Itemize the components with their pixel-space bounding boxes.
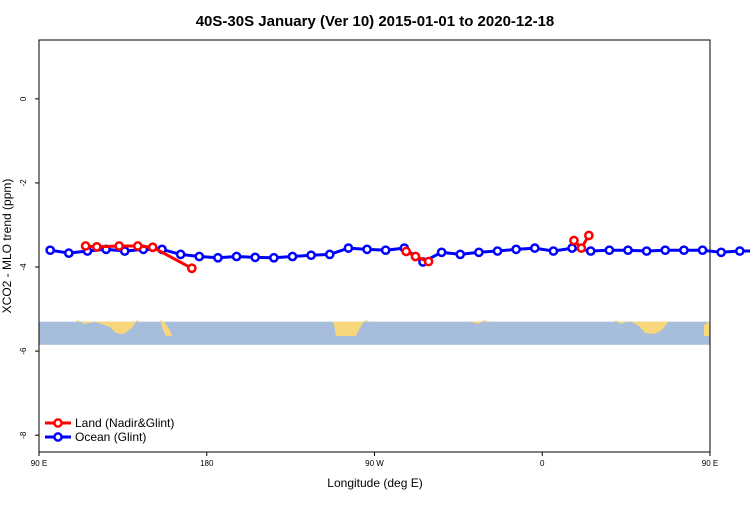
ocean-point [623, 245, 633, 256]
land-point [410, 251, 421, 262]
y-tick-label: -8 [19, 431, 28, 439]
chart-title: 40S-30S January (Ver 10) 2015-01-01 to 2… [196, 13, 555, 30]
land-point [583, 230, 594, 241]
x-tick-label: 90 W [365, 459, 384, 468]
ocean-point [231, 251, 242, 262]
new-zealand-shape [160, 320, 172, 336]
ocean-point [380, 245, 391, 256]
ocean-band [39, 321, 710, 345]
x-tick-label: 180 [200, 459, 214, 468]
ocean-point [548, 246, 559, 256]
x-tick-label: 90 E [31, 459, 47, 468]
ocean-point [716, 247, 727, 258]
legend: Land (Nadir&Glint)Ocean (Glint) [45, 416, 174, 444]
land-point [91, 241, 102, 252]
axes: 90 E 180 90 W 0 90 E 0 -2 -4 -6 -8 [19, 96, 718, 468]
legend-land-marker [53, 418, 63, 428]
legend-ocean-label: Ocean (Glint) [75, 430, 146, 444]
land-point [576, 243, 587, 253]
ocean-point [679, 245, 689, 256]
ocean-point [175, 249, 186, 260]
ocean-point [529, 243, 540, 253]
ocean-point [585, 246, 596, 256]
south-africa-shape [468, 320, 490, 324]
y-tick-label: -6 [19, 347, 28, 355]
ocean-point [45, 245, 56, 256]
south-america-shape [333, 320, 370, 336]
ocean-point [474, 247, 484, 258]
new-zealand-east-shape [704, 321, 710, 336]
ocean-point [734, 246, 745, 256]
ocean-point [324, 249, 335, 260]
x-tick-label: 90 E [702, 459, 718, 468]
land-point [401, 246, 412, 257]
land-point [423, 256, 434, 267]
land-point [114, 241, 124, 251]
y-axis-label: XCO2 - MLO trend (ppm) [0, 179, 14, 314]
ocean-point [343, 243, 354, 253]
ocean-point [697, 245, 708, 256]
land-point [569, 235, 579, 246]
x-axis-label: Longitude (deg E) [327, 476, 422, 490]
y-tick-label: 0 [19, 96, 28, 101]
x-tick-label: 0 [540, 459, 545, 468]
ocean-point [492, 246, 503, 256]
ocean-point [306, 250, 316, 261]
land-point [132, 241, 143, 251]
ocean-point [641, 246, 652, 256]
ocean-point [660, 245, 671, 256]
ocean-point [604, 245, 615, 256]
land-point [186, 263, 197, 274]
ocean-point [194, 251, 205, 262]
ocean-point [269, 252, 279, 263]
legend-land-label: Land (Nadir&Glint) [75, 416, 174, 430]
ocean-point [213, 252, 223, 263]
australia-shape [75, 320, 140, 334]
ocean-point [511, 244, 522, 255]
y-tick-label: -2 [19, 179, 28, 187]
y-tick-label: -4 [19, 263, 28, 271]
ocean-point [567, 243, 577, 253]
continent-map-strip [39, 320, 710, 345]
land-series [80, 230, 594, 274]
ocean-point [362, 244, 372, 255]
ocean-series [45, 243, 750, 267]
australia-east-shape [614, 320, 670, 334]
land-point [147, 242, 158, 253]
ocean-point [63, 248, 74, 258]
ocean-point [287, 251, 298, 262]
legend-ocean-marker [53, 432, 63, 442]
ocean-point [455, 249, 466, 260]
ocean-point [250, 252, 261, 263]
series-layer [45, 230, 750, 274]
ocean-point [436, 247, 447, 258]
land-point [80, 241, 91, 251]
